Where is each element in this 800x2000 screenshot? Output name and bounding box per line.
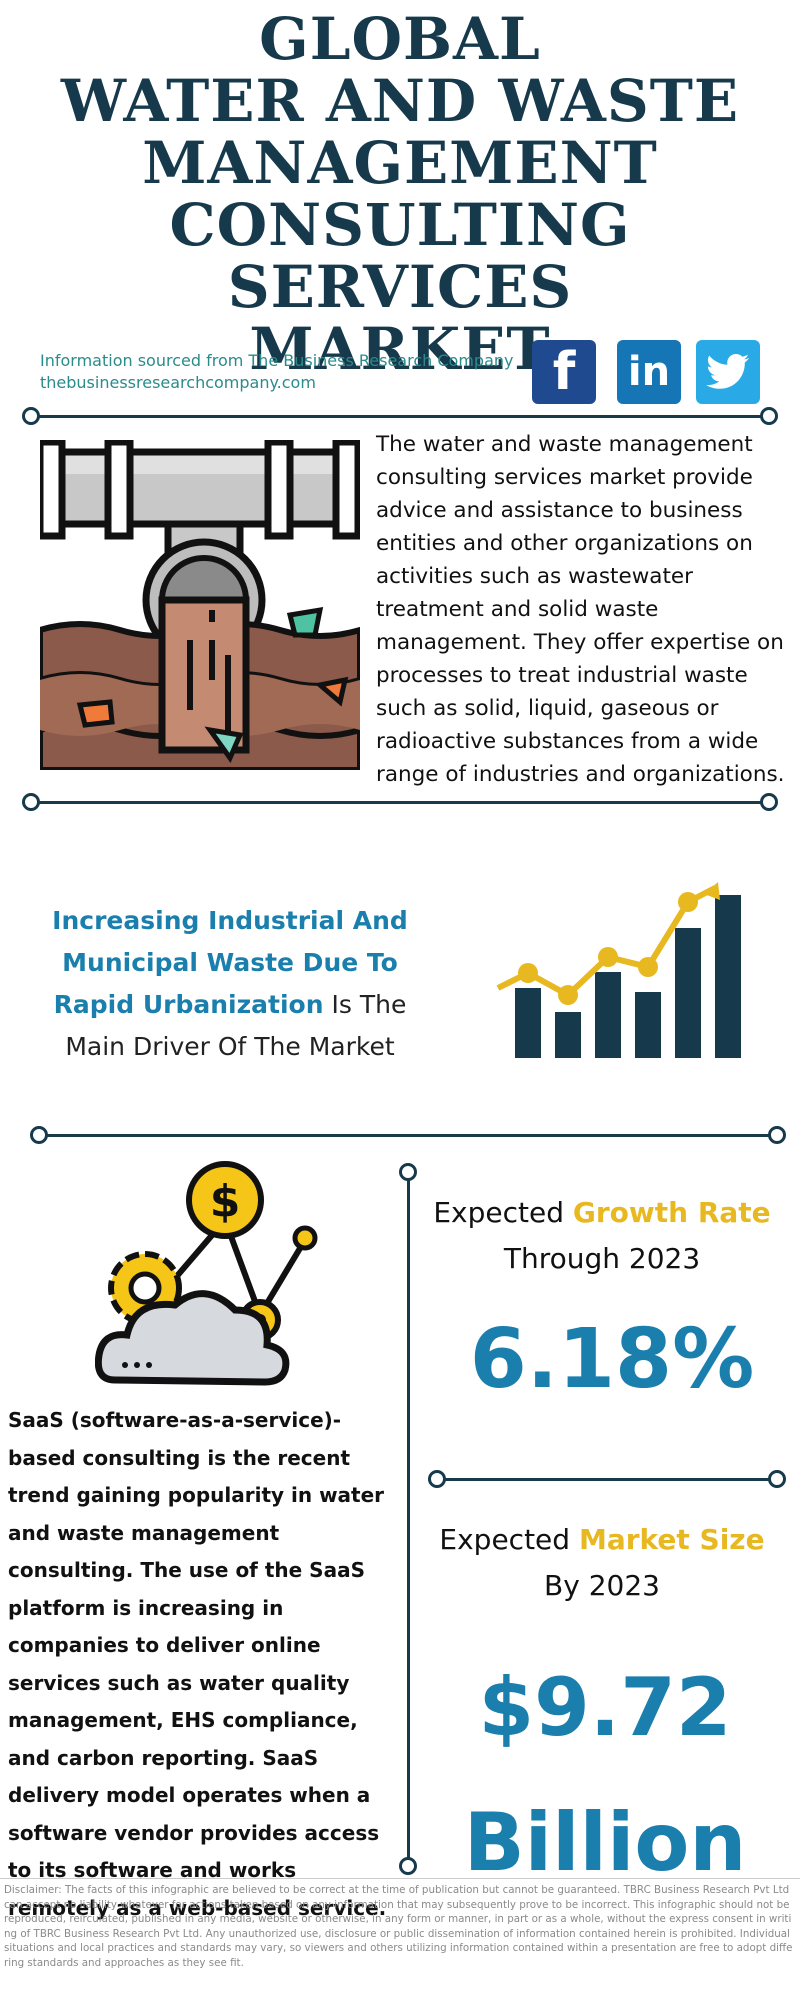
divider-node (768, 1470, 786, 1488)
source-attribution: Information sourced from The Business Re… (40, 350, 513, 394)
section-divider (32, 415, 770, 418)
market-size-amount: $9.72 (478, 1661, 732, 1754)
growth-rate-heading: Expected Growth Rate Through 2023 (412, 1190, 792, 1282)
disclaimer: Disclaimer: The facts of this infographi… (4, 1884, 793, 1969)
trend-text: SaaS (software-as-a-service)-based consu… (8, 1408, 387, 1920)
section-divider (40, 1134, 778, 1137)
market-description: The water and waste management consultin… (376, 432, 785, 787)
linkedin-glyph: in (627, 349, 671, 395)
title-line: MANAGEMENT (142, 129, 658, 197)
facebook-glyph: f (552, 342, 576, 402)
title-line: MARKET (249, 315, 551, 383)
divider-node (22, 793, 40, 811)
vertical-divider (407, 1180, 410, 1860)
disclaimer-rule (0, 1878, 800, 1879)
divider-node (428, 1470, 446, 1488)
linkedin-icon[interactable]: in (617, 340, 681, 404)
pipe-wastewater-icon (40, 440, 360, 770)
divider-node (760, 793, 778, 811)
market-size-heading: Expected Market Size By 2023 (412, 1517, 792, 1609)
cloud-gear-dollar-icon: $ (95, 1161, 318, 1386)
market-size-period: By 2023 (544, 1569, 660, 1602)
source-url[interactable]: thebusinessresearchcompany.com (40, 373, 316, 392)
growth-highlight: Growth Rate (572, 1196, 771, 1229)
title-line: GLOBAL (259, 5, 541, 73)
divider-node (30, 1126, 48, 1144)
market-size-highlight: Market Size (578, 1523, 765, 1556)
divider-node (399, 1163, 417, 1181)
growth-period: Through 2023 (503, 1242, 701, 1275)
divider-node (768, 1126, 786, 1144)
market-size-value: $9.72 Billion (405, 1640, 800, 1910)
growth-rate-value: 6.18% (469, 1312, 755, 1407)
source-line: Information sourced from The Business Re… (40, 351, 514, 370)
divider-node (399, 1857, 417, 1875)
market-size-prefix: Expected (439, 1523, 579, 1556)
driver-highlight: Increasing Industrial And Municipal Wast… (52, 906, 408, 1019)
title-line: CONSULTING SERVICES (169, 191, 631, 321)
divider-node (760, 407, 778, 425)
market-driver: Increasing Industrial And Municipal Wast… (40, 900, 420, 1068)
growth-chart-icon (496, 882, 741, 1058)
twitter-icon[interactable] (696, 340, 760, 404)
title-line: WATER AND WASTE (60, 67, 740, 135)
page-title: GLOBAL WATER AND WASTE MANAGEMENT CONSUL… (0, 8, 800, 380)
section-divider (32, 801, 770, 804)
divider-node (22, 407, 40, 425)
market-size-unit: Billion (463, 1796, 747, 1889)
svg-text:$: $ (210, 1176, 241, 1227)
growth-prefix: Expected (433, 1196, 573, 1229)
driver-rest: Is The Main Driver Of The Market (65, 990, 407, 1061)
section-divider (445, 1478, 770, 1481)
facebook-icon[interactable]: f (532, 340, 596, 404)
